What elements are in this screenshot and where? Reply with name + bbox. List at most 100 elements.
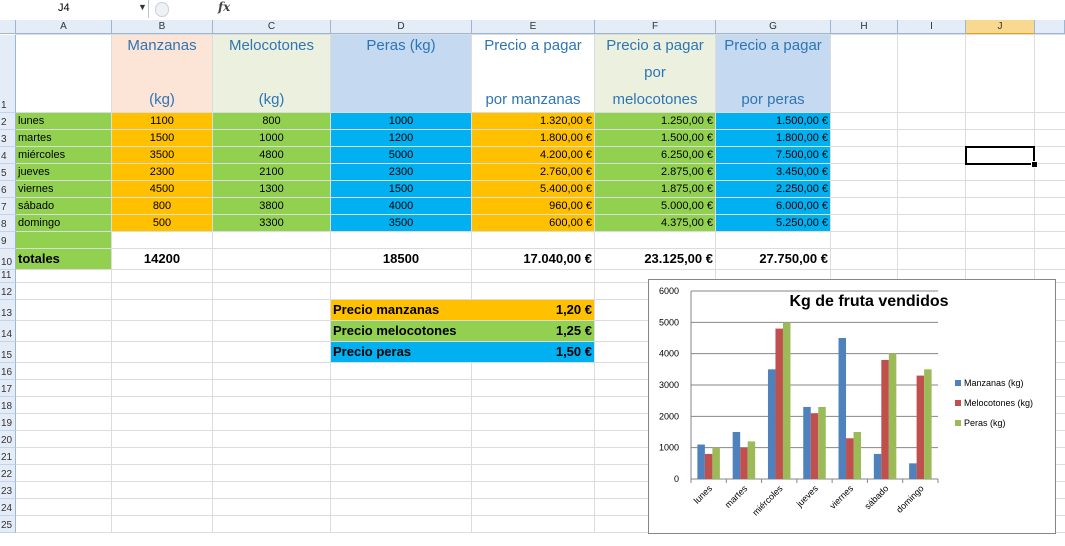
peras-cell[interactable]: 1500 bbox=[331, 181, 471, 197]
empty-cell[interactable] bbox=[16, 232, 111, 248]
precio-melocotones-cell[interactable]: 4.375,00 € bbox=[595, 215, 715, 231]
day-cell[interactable]: jueves bbox=[16, 164, 111, 180]
precio-peras-cell[interactable]: 2.250,00 € bbox=[716, 181, 830, 197]
precio-peras-cell[interactable]: 5.250,00 € bbox=[716, 215, 830, 231]
precio-melocotones-cell[interactable]: 1.500,00 € bbox=[595, 130, 715, 146]
row-header-1[interactable]: 1 bbox=[0, 35, 16, 113]
manzanas-cell[interactable]: 800 bbox=[112, 198, 212, 214]
row-header-9[interactable]: 9 bbox=[0, 232, 16, 249]
melocotones-cell[interactable]: 2100 bbox=[213, 164, 330, 180]
melocotones-cell[interactable]: 3800 bbox=[213, 198, 330, 214]
day-cell[interactable]: domingo bbox=[16, 215, 111, 231]
price-label-cell[interactable]: Precio melocotones bbox=[331, 321, 472, 341]
row-header-19[interactable]: 19 bbox=[0, 414, 16, 431]
row-header-24[interactable]: 24 bbox=[0, 499, 16, 516]
precio-peras-cell[interactable]: 1.800,00 € bbox=[716, 130, 830, 146]
peras-cell[interactable]: 3500 bbox=[331, 215, 471, 231]
row-header-4[interactable]: 4 bbox=[0, 147, 16, 164]
price-label-cell[interactable]: Precio manzanas bbox=[331, 300, 472, 320]
peras-cell[interactable]: 4000 bbox=[331, 198, 471, 214]
precio-peras-cell[interactable]: 7.500,00 € bbox=[716, 147, 830, 163]
row-header-7[interactable]: 7 bbox=[0, 198, 16, 215]
melocotones-cell[interactable]: 800 bbox=[213, 113, 330, 129]
manzanas-cell[interactable]: 1100 bbox=[112, 113, 212, 129]
row-header-17[interactable]: 17 bbox=[0, 380, 16, 397]
manzanas-cell[interactable]: 2300 bbox=[112, 164, 212, 180]
row-header-21[interactable]: 21 bbox=[0, 448, 16, 465]
row-header-5[interactable]: 5 bbox=[0, 164, 16, 181]
precio-melocotones-cell[interactable]: 5.000,00 € bbox=[595, 198, 715, 214]
totals-label[interactable]: totales bbox=[16, 249, 111, 269]
melocotones-cell[interactable]: 1300 bbox=[213, 181, 330, 197]
formula-bar-splitter[interactable] bbox=[155, 2, 169, 17]
row-header-10[interactable]: 10 bbox=[0, 249, 16, 270]
row-header-23[interactable]: 23 bbox=[0, 482, 16, 499]
total-manzanas[interactable]: 14200 bbox=[143, 251, 181, 266]
price-value-cell[interactable]: 1,25 € bbox=[472, 321, 594, 341]
row-header-12[interactable]: 12 bbox=[0, 283, 16, 300]
column-header-a[interactable]: A bbox=[16, 20, 112, 34]
fill-handle[interactable] bbox=[1031, 161, 1038, 168]
chevron-down-icon[interactable]: ▼ bbox=[138, 2, 147, 12]
row-header-20[interactable]: 20 bbox=[0, 431, 16, 448]
peras-cell[interactable]: 2300 bbox=[331, 164, 471, 180]
select-all-corner[interactable] bbox=[0, 20, 16, 34]
precio-manzanas-cell[interactable]: 960,00 € bbox=[472, 198, 594, 214]
chart[interactable]: 0 1000 2000 3000 4000 5000 6000 Kg de fruta ven… bbox=[648, 279, 1056, 534]
total-peras[interactable]: 18500 bbox=[382, 251, 420, 266]
day-cell[interactable]: viernes bbox=[16, 181, 111, 197]
header-precio-manzanas[interactable]: Precio a pagar por manzanas bbox=[472, 35, 594, 112]
precio-manzanas-cell[interactable]: 2.760,00 € bbox=[472, 164, 594, 180]
melocotones-cell[interactable]: 4800 bbox=[213, 147, 330, 163]
price-value-cell[interactable]: 1,20 € bbox=[472, 300, 594, 320]
day-cell[interactable]: martes bbox=[16, 130, 111, 146]
row-header-15[interactable]: 15 bbox=[0, 342, 16, 363]
day-cell[interactable]: lunes bbox=[16, 113, 111, 129]
column-header-g[interactable]: G bbox=[716, 20, 831, 34]
row-header-14[interactable]: 14 bbox=[0, 321, 16, 342]
insert-function-icon[interactable]: fx bbox=[218, 0, 231, 14]
column-header-h[interactable]: H bbox=[831, 20, 898, 34]
header-melocotones[interactable]: Melocotones (kg) bbox=[213, 35, 330, 112]
price-label-cell[interactable]: Precio peras bbox=[331, 342, 472, 362]
price-value-cell[interactable]: 1,50 € bbox=[472, 342, 594, 362]
header-precio-melocotones[interactable]: Precio a pagar por melocotones bbox=[595, 35, 715, 112]
column-header-f[interactable]: F bbox=[595, 20, 716, 34]
precio-peras-cell[interactable]: 1.500,00 € bbox=[716, 113, 830, 129]
selected-cell[interactable] bbox=[965, 146, 1035, 165]
row-header-16[interactable]: 16 bbox=[0, 363, 16, 380]
precio-melocotones-cell[interactable]: 6.250,00 € bbox=[595, 147, 715, 163]
total-precio-peras[interactable]: 27.750,00 € bbox=[759, 251, 828, 266]
precio-manzanas-cell[interactable]: 4.200,00 € bbox=[472, 147, 594, 163]
peras-cell[interactable]: 1000 bbox=[331, 113, 471, 129]
total-precio-melocotones[interactable]: 23.125,00 € bbox=[644, 251, 713, 266]
peras-cell[interactable]: 1200 bbox=[331, 130, 471, 146]
column-header-i[interactable]: I bbox=[898, 20, 966, 34]
row-header-11[interactable]: 11 bbox=[0, 270, 16, 283]
row-header-22[interactable]: 22 bbox=[0, 465, 16, 482]
manzanas-cell[interactable]: 500 bbox=[112, 215, 212, 231]
column-header-e[interactable]: E bbox=[472, 20, 595, 34]
manzanas-cell[interactable]: 1500 bbox=[112, 130, 212, 146]
column-header-c[interactable]: C bbox=[213, 20, 331, 34]
day-cell[interactable]: miércoles bbox=[16, 147, 111, 163]
day-cell[interactable]: sábado bbox=[16, 198, 111, 214]
precio-melocotones-cell[interactable]: 1.250,00 € bbox=[595, 113, 715, 129]
precio-peras-cell[interactable]: 6.000,00 € bbox=[716, 198, 830, 214]
precio-manzanas-cell[interactable]: 5.400,00 € bbox=[472, 181, 594, 197]
column-header-b[interactable]: B bbox=[112, 20, 213, 34]
peras-cell[interactable]: 5000 bbox=[331, 147, 471, 163]
column-header-j[interactable]: J bbox=[966, 20, 1035, 34]
melocotones-cell[interactable]: 1000 bbox=[213, 130, 330, 146]
row-header-8[interactable]: 8 bbox=[0, 215, 16, 232]
row-header-18[interactable]: 18 bbox=[0, 397, 16, 414]
melocotones-cell[interactable]: 3300 bbox=[213, 215, 330, 231]
header-manzanas[interactable]: Manzanas (kg) bbox=[112, 35, 212, 112]
precio-manzanas-cell[interactable]: 600,00 € bbox=[472, 215, 594, 231]
precio-melocotones-cell[interactable]: 1.875,00 € bbox=[595, 181, 715, 197]
column-header-d[interactable]: D bbox=[331, 20, 472, 34]
header-precio-peras[interactable]: Precio a pagar por peras bbox=[716, 35, 830, 112]
manzanas-cell[interactable]: 3500 bbox=[112, 147, 212, 163]
precio-manzanas-cell[interactable]: 1.320,00 € bbox=[472, 113, 594, 129]
precio-peras-cell[interactable]: 3.450,00 € bbox=[716, 164, 830, 180]
